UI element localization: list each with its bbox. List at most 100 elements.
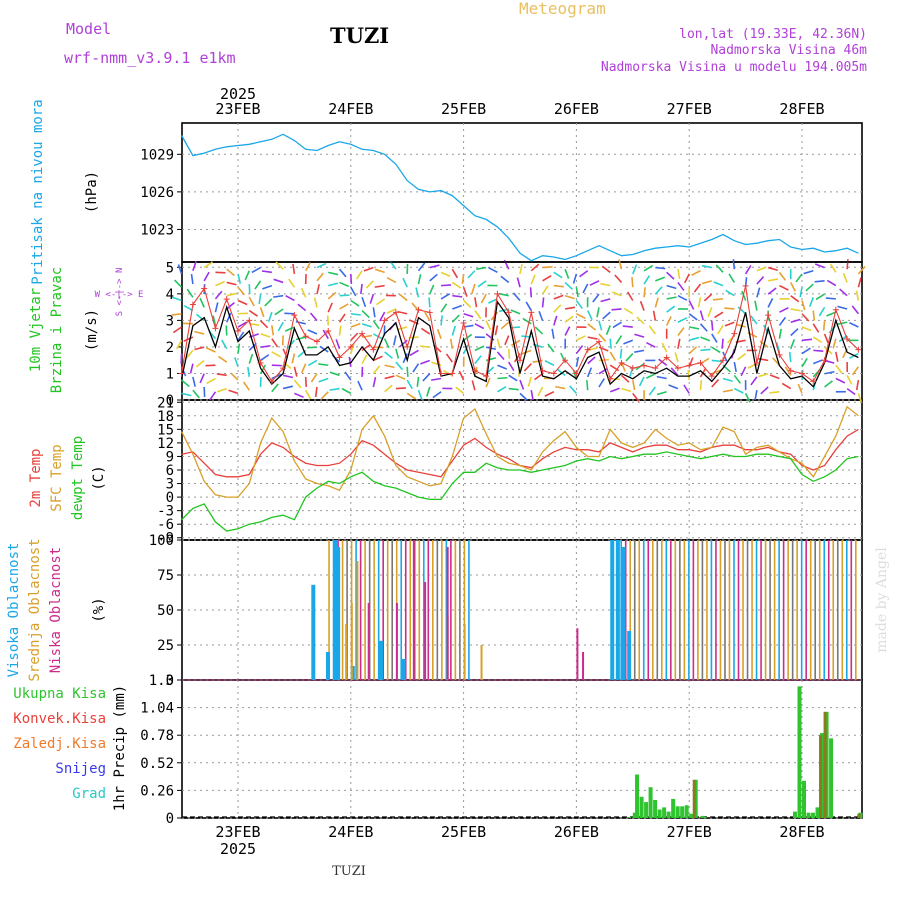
wind-gust-marker — [641, 362, 648, 369]
wind-arrow — [288, 278, 296, 288]
wind-arrow — [350, 332, 359, 341]
wind-gust-marker — [178, 370, 185, 377]
model-name: wrf-nmm_v3.9.1 e1km — [64, 49, 236, 67]
wind-axis-label-2: Brzina i Pravac — [49, 267, 65, 393]
wind-arrow — [829, 263, 837, 273]
y-tick-label: 1026 — [140, 185, 174, 201]
y-tick-label: 0 — [166, 673, 174, 689]
cloud-cover-bar — [787, 540, 789, 680]
wind-arrow — [658, 358, 668, 366]
model-elevation: Nadmorska Visina u modelu 194.005m — [601, 60, 867, 75]
wind-arrow — [750, 315, 758, 325]
wind-arrow — [846, 374, 853, 385]
wind-arrow — [733, 374, 742, 384]
credit-watermark: made by Angel — [874, 547, 890, 653]
bottom-day-label: 26FEB — [554, 823, 599, 841]
wind-arrow — [237, 273, 242, 284]
wind-arrow — [485, 320, 492, 331]
wind-arrow — [277, 321, 284, 332]
wind-arrow — [310, 373, 318, 383]
wind-arrow — [497, 385, 507, 393]
cloud-cover-bar — [441, 540, 443, 680]
wind-gust-marker — [302, 333, 309, 340]
wind-arrow — [537, 386, 544, 397]
cloud-cover-bar — [341, 540, 344, 680]
wind-arrow — [357, 380, 363, 391]
wind-arrow — [451, 325, 457, 336]
wind-arrow — [832, 338, 837, 349]
wind-arrow — [710, 320, 714, 331]
wind-arrow — [259, 307, 265, 318]
wind-gust-marker — [359, 330, 366, 337]
precip-total-bar — [797, 686, 802, 818]
wind-arrow — [808, 297, 815, 307]
wind-arrow — [688, 300, 695, 310]
cloud-unit: (%) — [91, 597, 107, 622]
precip-total-bar — [657, 809, 662, 818]
wind-arrow — [429, 264, 440, 269]
wind-arrow — [732, 259, 736, 270]
wind-gust-marker — [697, 359, 704, 366]
wind-arrow — [402, 277, 408, 288]
wind-arrow — [412, 363, 420, 373]
wind-arrow — [699, 323, 708, 332]
cloud-cover-bar — [742, 540, 744, 680]
wind-arrow — [273, 294, 284, 298]
wind-arrow — [735, 323, 746, 328]
wind-arrow — [474, 323, 485, 330]
wind-arrow — [234, 357, 239, 368]
cloud-cover-bar — [633, 540, 636, 680]
wind-arrow — [768, 278, 779, 282]
wind-gust-marker — [505, 309, 512, 316]
wind-arrow — [812, 359, 823, 365]
wind-arrow — [555, 385, 566, 390]
precip-legend-0: Ukupna Kisa — [13, 686, 106, 702]
wind-arrow — [471, 380, 476, 391]
wind-arrow — [789, 339, 796, 350]
wind-arrow — [564, 281, 573, 290]
wind-arrow — [344, 371, 352, 381]
wind-arrow — [248, 309, 258, 317]
wind-arrow — [194, 346, 205, 351]
wind-arrow — [335, 339, 341, 350]
cloud-cover-bar — [751, 540, 753, 680]
wind-arrow — [225, 312, 232, 323]
wind-arrow — [365, 280, 374, 289]
wind-arrow — [530, 274, 536, 285]
wind-arrow — [687, 370, 690, 381]
wind-arrow — [611, 291, 622, 297]
wind-gust-marker — [765, 312, 772, 319]
wind-arrow — [215, 280, 225, 287]
temp-axis-label-dew: dewpt Temp — [70, 436, 86, 520]
wind-arrow — [714, 311, 724, 319]
wind-arrow — [835, 377, 846, 384]
wind-arrow — [688, 336, 700, 342]
y-tick-label: 2 — [166, 340, 174, 356]
wind-arrow — [656, 391, 667, 396]
wind-arrow — [295, 320, 306, 325]
wind-arrow — [244, 270, 251, 281]
y-tick-label: -9 — [157, 531, 174, 547]
wind-arrow — [304, 261, 312, 272]
wind-gust-marker — [731, 330, 738, 337]
wind-arrow — [575, 300, 583, 310]
bottom-day-label: 25FEB — [441, 823, 486, 841]
cloud-cover-bar — [715, 540, 717, 680]
wind-arrow — [553, 294, 564, 300]
wind-arrow — [523, 363, 532, 372]
wind-arrow — [271, 325, 275, 336]
cloud-cover-bar — [832, 540, 835, 680]
wind-arrow — [488, 298, 498, 304]
wind-arrow — [857, 265, 866, 275]
wind-arrow — [452, 304, 463, 310]
wind-arrow — [510, 309, 521, 315]
wind-arrow — [360, 283, 363, 295]
wind-arrow — [655, 276, 665, 282]
cloud-bar-high — [610, 540, 615, 680]
wind-axis-label-1: 10m Vjetar — [28, 288, 44, 372]
wind-arrow — [740, 366, 747, 377]
cloud-cover-bar — [782, 540, 785, 680]
cloud-cover-bar — [454, 540, 457, 680]
wind-arrow — [600, 298, 611, 303]
cloud-cover-bar — [710, 540, 713, 680]
